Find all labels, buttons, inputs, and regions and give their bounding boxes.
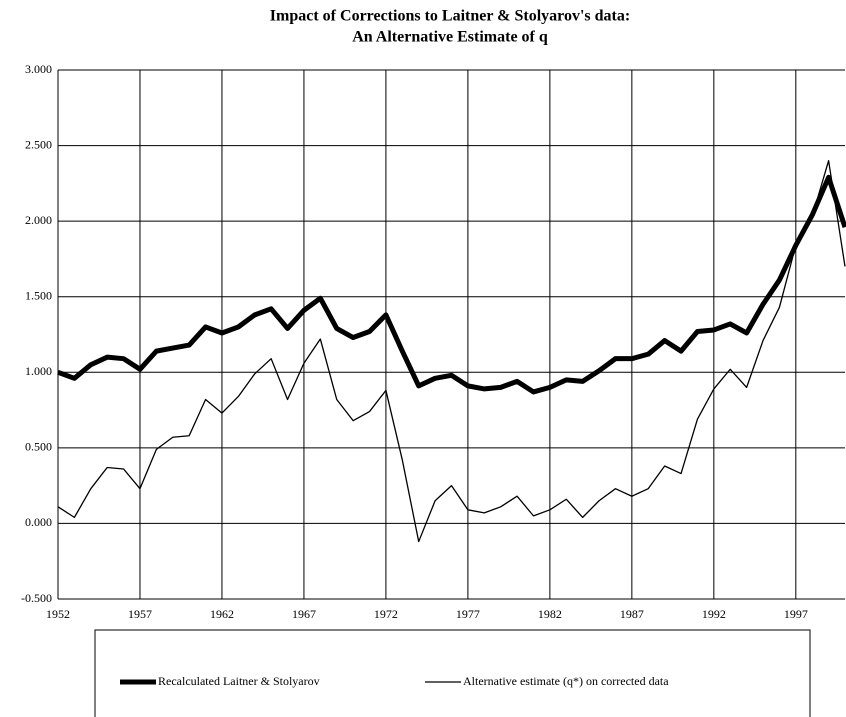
y-tick-label: 1.500 xyxy=(25,288,52,302)
chart-title: Impact of Corrections to Laitner & Stoly… xyxy=(270,8,630,25)
x-tick-label: 1962 xyxy=(210,607,234,621)
legend-label: Alternative estimate (q*) on corrected d… xyxy=(463,674,669,688)
legend-box xyxy=(94,629,811,717)
x-tick-label: 1957 xyxy=(128,607,152,621)
x-tick-label: 1952 xyxy=(46,607,70,621)
x-tick-label: 1972 xyxy=(374,607,398,621)
y-tick-label: 2.000 xyxy=(25,213,52,227)
x-tick-label: 1987 xyxy=(620,607,644,621)
y-tick-label: -0.500 xyxy=(21,591,52,605)
y-tick-label: 0.000 xyxy=(25,515,52,529)
y-tick-label: 2.500 xyxy=(25,137,52,151)
y-tick-label: 0.500 xyxy=(25,440,52,454)
x-tick-label: 1997 xyxy=(784,607,808,621)
x-tick-label: 1992 xyxy=(702,607,726,621)
legend-label: Recalculated Laitner & Stolyarov xyxy=(158,674,320,688)
x-tick-label: 1982 xyxy=(538,607,562,621)
series-line xyxy=(57,160,846,543)
y-tick-label: 3.000 xyxy=(25,62,52,76)
series-line xyxy=(57,174,846,395)
chart-title: An Alternative Estimate of q xyxy=(352,29,548,46)
x-tick-label: 1967 xyxy=(292,607,316,621)
y-tick-label: 1.000 xyxy=(25,364,52,378)
x-tick-label: 1977 xyxy=(456,607,480,621)
